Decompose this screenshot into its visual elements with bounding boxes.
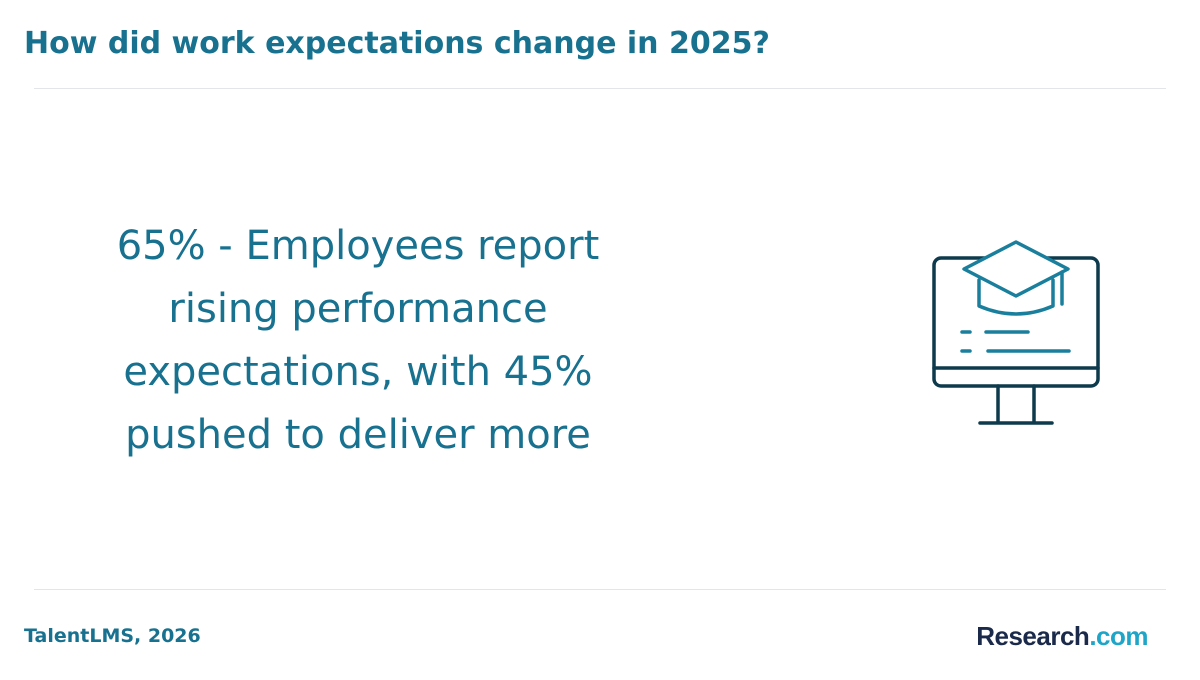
computer-graduation-cap-icon [932,240,1100,425]
graduation-cap-icon [962,240,1070,316]
text-lines-icon [960,330,1071,353]
research-com-logo[interactable]: Research.com [976,620,1148,652]
page-title: How did work expectations change in 2025… [24,26,770,61]
logo-word: Research [976,621,1090,651]
header-divider [34,88,1166,89]
statistic-statement: 65% - Employees report rising performanc… [116,223,600,458]
source-citation: TalentLMS, 2026 [24,625,201,647]
footer-divider [34,589,1166,590]
logo-suffix: .com [1089,621,1148,651]
